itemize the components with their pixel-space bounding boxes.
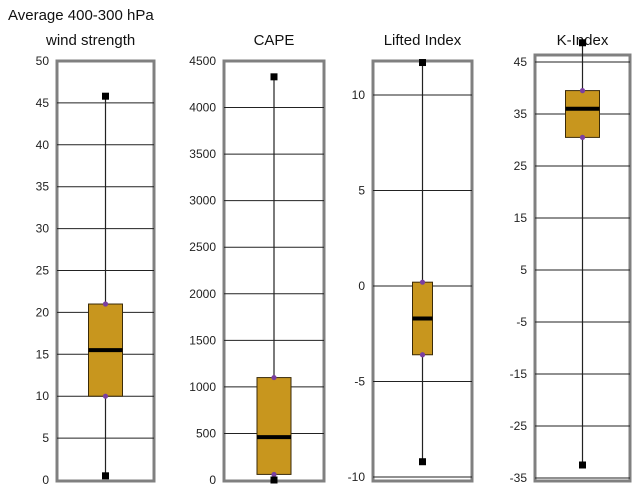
- tick-label: 0: [42, 473, 49, 487]
- quartile-marker: [102, 393, 109, 399]
- tick-label: 2000: [189, 287, 216, 301]
- tick-label: 45: [514, 55, 528, 69]
- extreme-marker: [270, 476, 278, 484]
- tick-label: 20: [36, 305, 50, 319]
- tick-label: 45: [36, 96, 50, 110]
- tick-label: 5: [358, 184, 365, 198]
- quartile-marker: [102, 301, 109, 307]
- tick-label: 0: [358, 279, 365, 293]
- tick-label: 40: [36, 138, 50, 152]
- chart-title: Average 400-300 hPa: [8, 7, 154, 24]
- tick-label: -5: [354, 375, 365, 389]
- tick-label: 3500: [189, 147, 216, 161]
- tick-label: -35: [510, 471, 528, 485]
- tick-label: 0: [209, 473, 216, 487]
- quartile-marker: [271, 471, 277, 478]
- tick-label: 15: [36, 347, 50, 361]
- tick-label: 4500: [189, 54, 216, 68]
- extreme-marker: [419, 59, 426, 67]
- box-iqr: [256, 377, 292, 475]
- tick-label: 35: [36, 180, 50, 194]
- tick-label: 2500: [189, 240, 216, 254]
- tick-label: 5: [42, 431, 49, 445]
- tick-label: 10: [352, 88, 366, 102]
- chart-title: CAPE: [254, 32, 295, 49]
- tick-label: 25: [514, 159, 528, 173]
- quartile-marker: [419, 279, 426, 285]
- tick-label: 4000: [189, 101, 216, 115]
- tick-label: 3000: [189, 194, 216, 208]
- chart-title: wind strength: [45, 32, 135, 49]
- panel-2: 0 500 1000 1500 2000 2500 3000 3500 4000 4500 CAPE: [189, 32, 326, 487]
- tick-label: -25: [510, 419, 528, 433]
- quartile-marker: [419, 352, 426, 358]
- panel-1: 0 5 10 15 20 25 30 35 40 45 50 Average 400-300 hPa w…: [8, 7, 156, 487]
- chart-title: Lifted Index: [384, 32, 462, 49]
- tick-label: 25: [36, 264, 50, 278]
- tick-label: 10: [36, 389, 50, 403]
- panel-3: -10 -5 0 5 10 Lifted Index: [348, 32, 474, 484]
- tick-label: -15: [510, 367, 528, 381]
- tick-label: 50: [36, 54, 50, 68]
- tick-label: 1500: [189, 333, 216, 347]
- box-iqr: [565, 90, 600, 138]
- quartile-marker: [579, 134, 586, 140]
- extreme-marker: [102, 92, 109, 100]
- tick-label: 1000: [189, 380, 216, 394]
- quartile-marker: [271, 374, 277, 381]
- tick-label: 35: [514, 107, 528, 121]
- extreme-marker: [102, 472, 109, 480]
- tick-label: 30: [36, 222, 50, 236]
- tick-label: 500: [196, 426, 216, 440]
- panel-4: -35-25-15-5515253545K-Index: [510, 32, 632, 485]
- extreme-marker: [419, 458, 426, 466]
- tick-label: -5: [516, 315, 527, 329]
- extreme-marker: [270, 73, 278, 81]
- tick-label: 5: [520, 263, 527, 277]
- tick-label: -10: [348, 470, 366, 484]
- extreme-marker: [579, 39, 586, 47]
- extreme-marker: [579, 461, 586, 469]
- quartile-marker: [579, 88, 586, 94]
- tick-label: 15: [514, 211, 528, 225]
